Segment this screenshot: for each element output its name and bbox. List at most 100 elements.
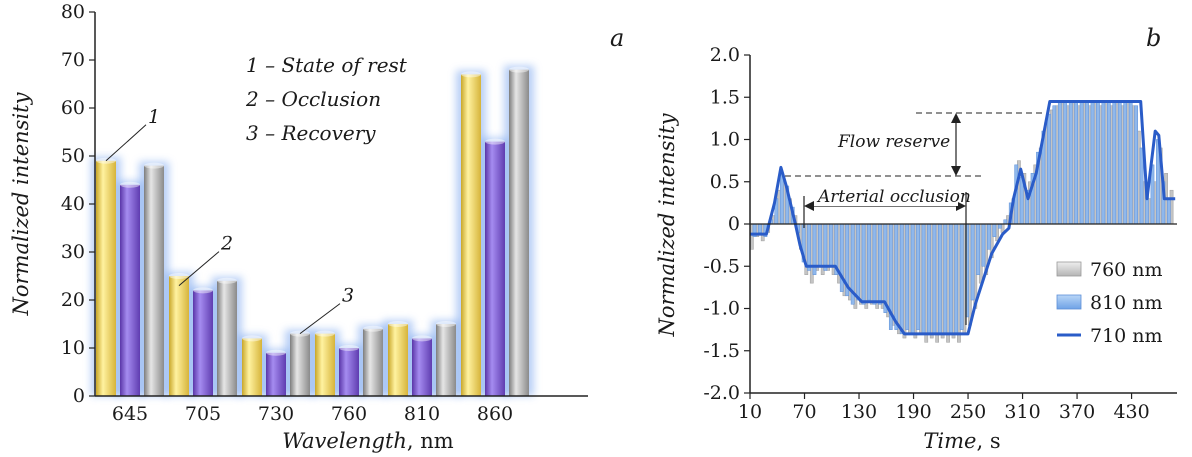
panel-b-y-tick-label: 1.5 [710,86,740,108]
bar-top-highlight [193,287,213,294]
bar-810nm [1074,101,1079,225]
bar-645-series-1 [96,160,116,396]
bar-top-highlight [339,345,359,351]
panel-b-x-tick-label: 310 [1004,401,1040,423]
bar-810nm [1123,101,1128,225]
bar-810nm [1107,101,1111,225]
bar-810nm [1134,105,1138,225]
bar-810nm [779,173,784,225]
arterial-occlusion-arrow-left [804,201,814,211]
panel-b-x-ticks: 10 70 130 190 250 310 370 430 [738,393,1150,423]
bar-810nm [823,223,828,271]
flow-reserve-label-bg [834,130,952,152]
bar-810nm [954,223,959,335]
bar-645-series-2 [120,184,140,396]
bar-810nm [1003,219,1008,225]
panel-b-time-chart: 2.0 1.5 1.0 0.5 0 -0.5 -1.0 -1.5 -2.0 10 70 130 190… [655,24,1177,453]
panel-b-letter: b [1146,24,1161,52]
panel-a-x-tick-label: 730 [258,403,294,425]
panel-a-x-tick-label: 810 [404,403,440,425]
bar-810nm [1117,101,1122,225]
bar-730-series-1 [242,338,262,396]
bar-810nm [883,223,888,313]
bar-810nm [1101,101,1106,225]
panel-b-bars-810 [752,101,1171,335]
bar-810nm [987,223,991,250]
bar-810nm [861,223,866,305]
bar-top-highlight [436,321,456,327]
panel-a-y-tick-label: 60 [61,97,85,119]
panel-b-y-ticks: 2.0 1.5 1.0 0.5 0 -0.5 -1.0 -1.5 -2.0 [703,44,750,404]
panel-b-x-tick-label: 430 [1113,401,1149,423]
panel-b-bars-760 [749,101,1174,343]
panel-b-x-tick-label: 370 [1059,401,1095,423]
bar-705-series-3 [217,280,237,396]
panel-a-x-tick-label: 860 [477,403,513,425]
panel-a-x-tick-label: 645 [112,403,148,425]
panel-b-line-710nm [750,100,1176,336]
panel-b-y-tick-label: -2.0 [703,382,740,404]
panel-a-letter: a [610,24,624,52]
callout-label-1: 1 [148,106,160,128]
bar-810nm [1085,101,1089,225]
bar-top-highlight [169,273,189,279]
bar-top-highlight [485,138,505,145]
bar-top-highlight [363,325,383,332]
panel-b-y-tick-label: -1.5 [703,340,740,362]
panel-b-y-tick-label: -0.5 [703,255,740,277]
bar-810nm [1166,198,1171,225]
panel-a-x-ticks: 645 705 730 760 810 860 [112,403,513,425]
bar-810nm [997,223,1002,229]
bar-810nm [959,223,964,330]
bar-760-series-1 [315,333,335,396]
arterial-occlusion-label-bg [814,186,958,206]
bar-810nm [1019,177,1024,225]
panel-a-bars [96,66,529,397]
bar-810nm [894,223,899,330]
bar-810nm [976,223,980,275]
callout-leader-2 [178,251,220,286]
bar-810-series-3 [436,324,456,396]
bar-top-highlight [242,335,262,342]
bar-810nm [1128,101,1133,225]
panel-b-y-tick-label: -1.0 [703,298,740,320]
bar-705-series-1 [169,276,189,396]
bar-810nm [1090,101,1095,225]
bar-810nm [1139,147,1144,225]
panel-b-y-tick-label: 2.0 [710,44,740,66]
panel-b-y-tick-label: 1.0 [710,129,740,151]
bar-810nm [867,223,871,301]
bar-810nm [927,223,931,335]
panel-a-y-tick-label: 20 [61,289,85,311]
bar-810nm [872,223,877,305]
flow-reserve-label: Flow reserve [837,132,950,152]
panel-b-y-tick-label: 0.5 [710,171,740,193]
legend-label-810: 810 nm [1090,292,1163,314]
bar-810nm [905,223,910,330]
bar-810nm [1068,101,1073,225]
panel-a-y-tick-label: 10 [61,337,85,359]
bar-810nm [1057,101,1062,225]
bar-810nm [818,223,822,267]
bar-810nm [1047,113,1051,225]
bar-top-highlight [388,321,408,327]
bar-810nm [916,223,920,330]
panel-a-y-tick-label: 70 [61,49,85,71]
panel-a-x-axis-title: Wavelength, nm [282,429,454,453]
bar-top-highlight [217,277,237,284]
bar-810nm [992,223,997,237]
bar-730-series-3 [290,333,310,396]
bar-810nm [1096,101,1100,225]
bar-810nm [1112,101,1117,225]
bar-810nm [921,223,926,335]
bar-810nm [878,223,882,305]
panel-a-y-tick-label: 50 [61,145,85,167]
bar-810nm [910,223,915,335]
bar-860-series-3 [509,69,529,396]
panel-a-y-tick-label: 40 [61,193,85,215]
panel-a-legend-item-3: 3 – Recovery [246,121,376,145]
bar-810nm [970,223,975,301]
bar-705-series-2 [193,290,213,396]
bar-810nm [758,223,762,233]
bar-810nm [932,223,937,335]
